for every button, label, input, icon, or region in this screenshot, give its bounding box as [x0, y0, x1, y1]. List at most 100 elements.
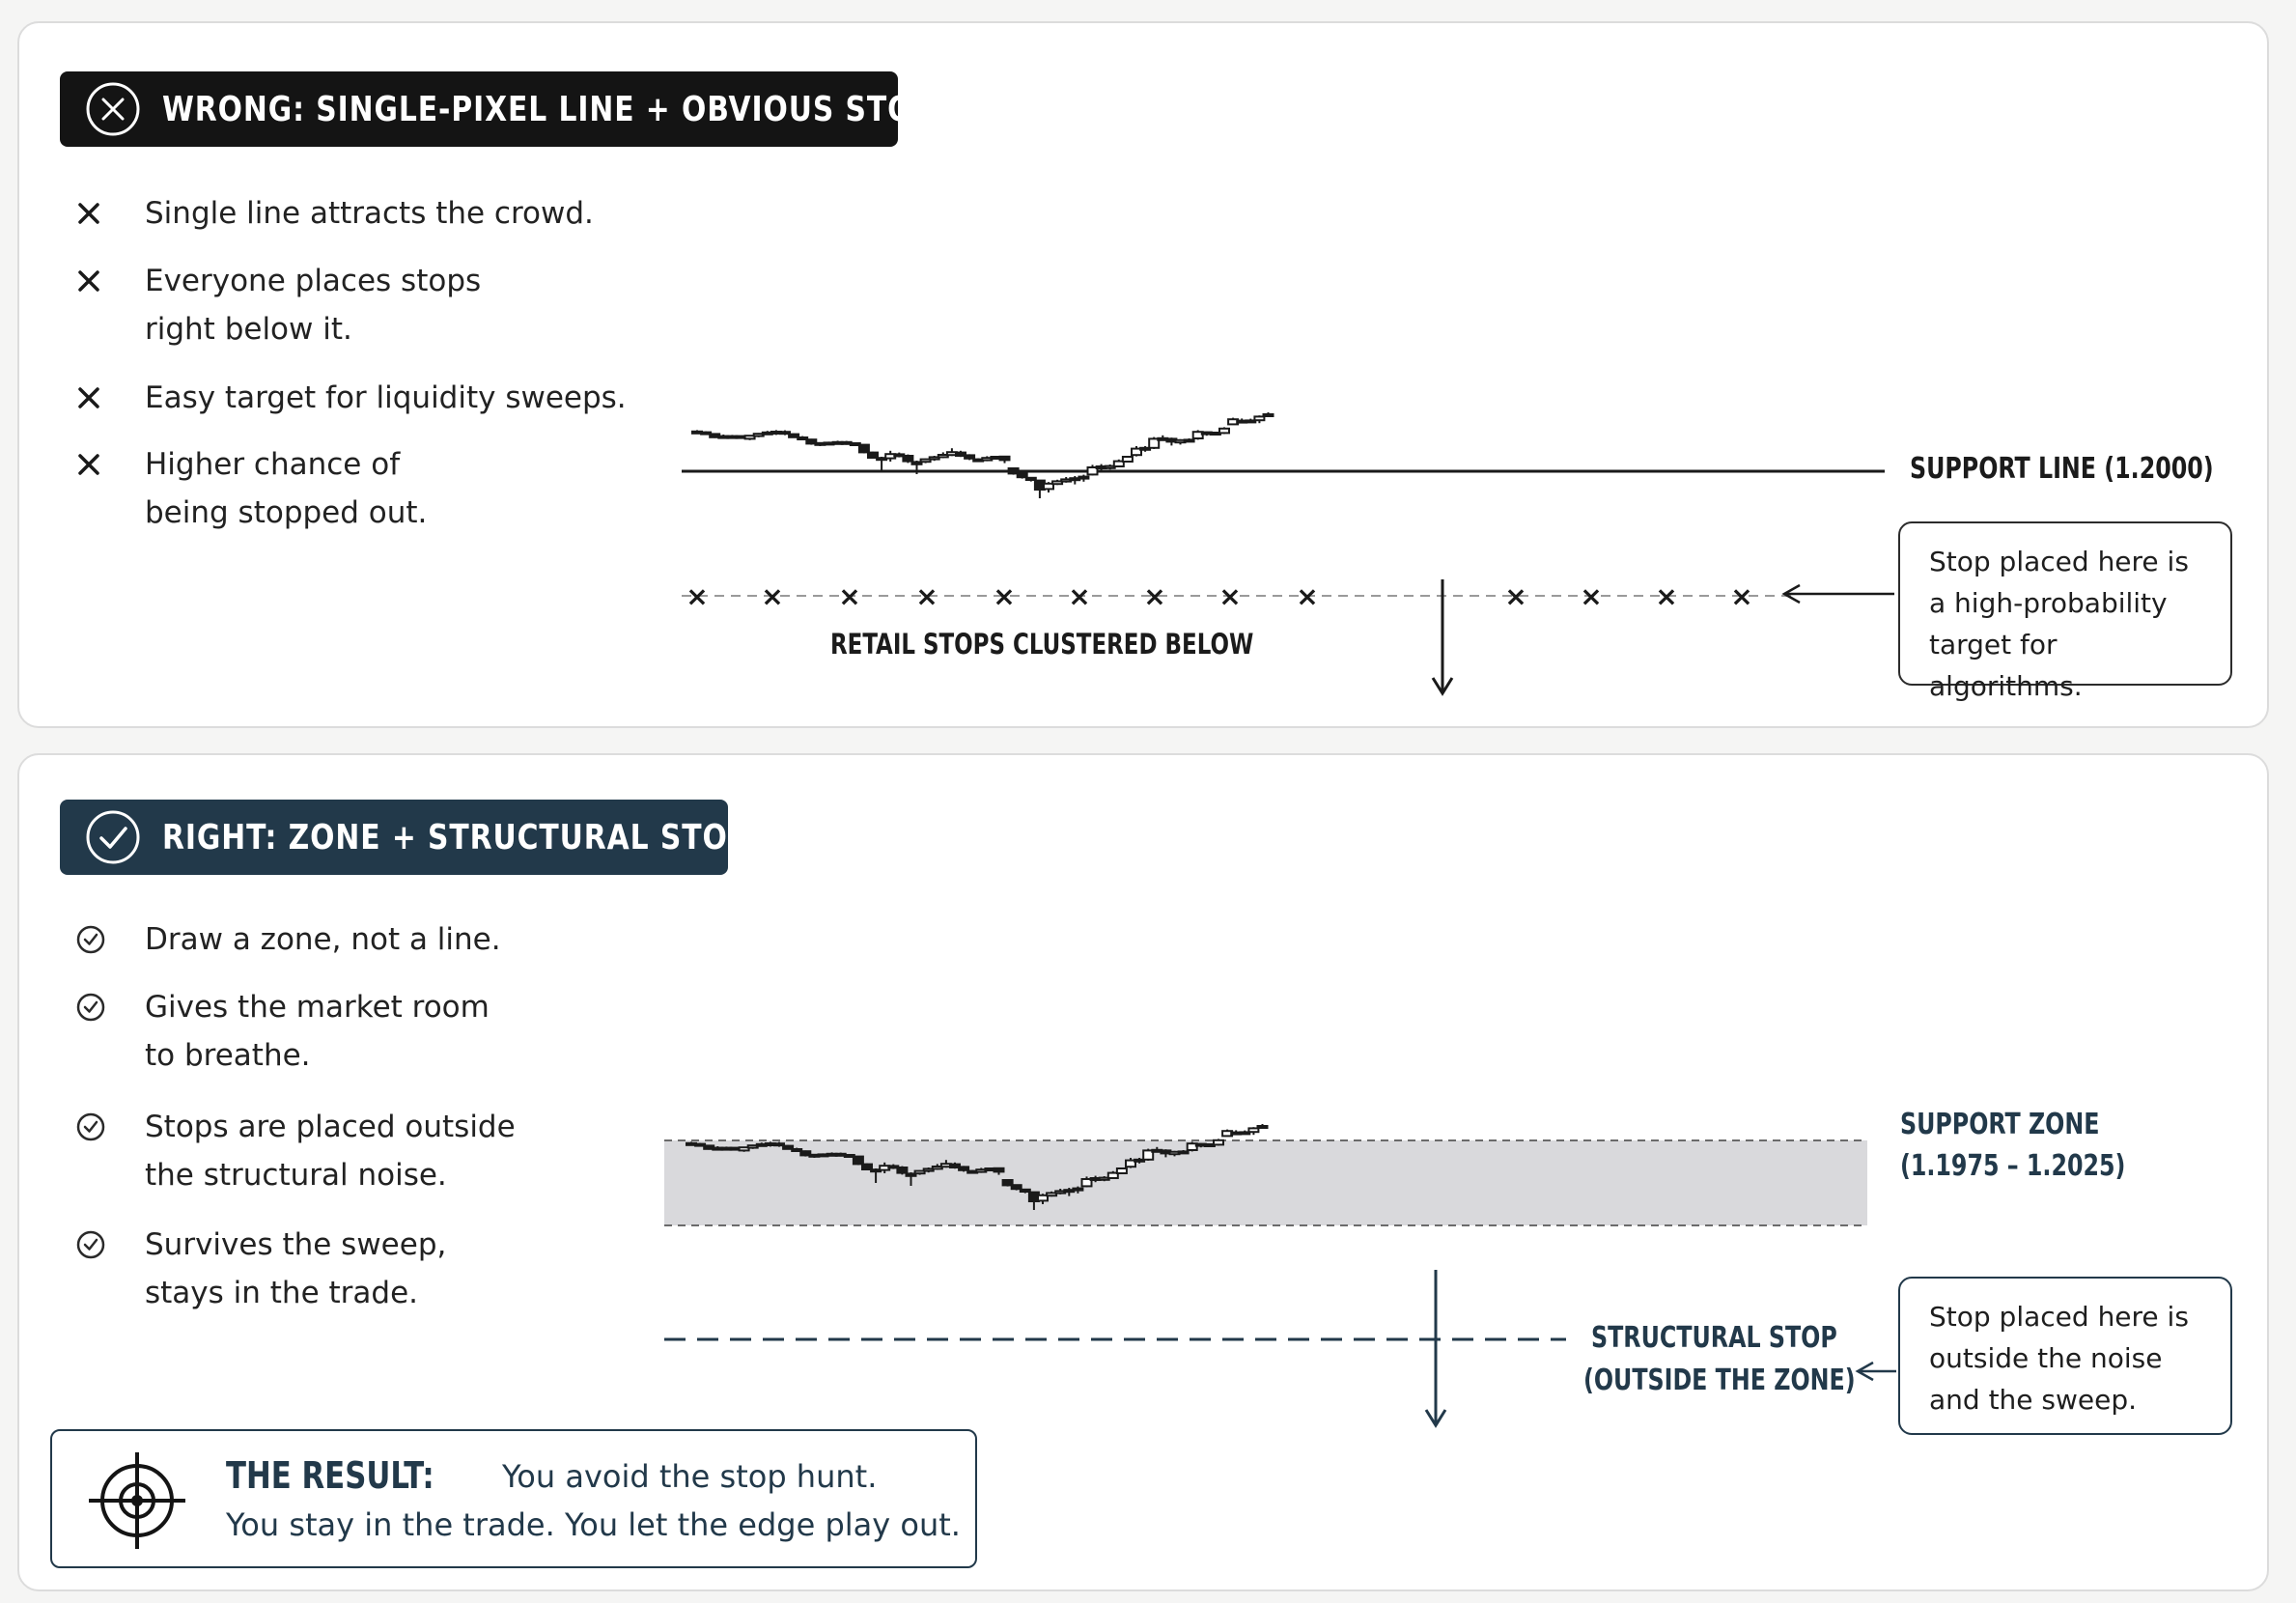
stop-marker: ×: [1218, 580, 1241, 612]
bullish-candle: [1142, 1149, 1155, 1161]
wrong-list-item: Single line attracts the crowd.: [75, 189, 686, 238]
bearish-candle: [910, 461, 923, 465]
wrong-item-text: Easy target for liquidity sweeps.: [145, 380, 627, 415]
bullish-candle: [913, 1169, 926, 1175]
bearish-candle: [791, 1148, 803, 1152]
sweep-arrowhead: [1431, 677, 1454, 696]
bearish-candle: [905, 1172, 917, 1177]
bearish-candle: [955, 451, 966, 458]
result-box: THE RESULT: You avoid the stop hunt. You…: [50, 1429, 977, 1568]
wrong-banner: WRONG: SINGLE-PIXEL LINE + OBVIOUS STOP: [60, 71, 934, 147]
right-banner: RIGHT: ZONE + STRUCTURAL STOP: [60, 800, 749, 875]
check-circle-small-icon: [75, 1103, 145, 1151]
result-heading: THE RESULT:: [226, 1454, 434, 1497]
right-list-item: Gives the market room to breathe.: [75, 983, 512, 1080]
bearish-candle: [1010, 1184, 1022, 1191]
right-callout: Stop placed here is outside the noise an…: [1898, 1277, 2232, 1435]
bullish-candle: [738, 1146, 750, 1152]
bearish-candle: [1134, 1158, 1146, 1163]
bullish-candle: [1148, 437, 1161, 449]
bearish-candle: [857, 443, 870, 454]
bullish-candle: [1051, 480, 1064, 486]
x-icon: [75, 374, 145, 422]
bullish-candle: [1245, 419, 1257, 424]
bearish-candle: [797, 436, 809, 440]
bearish-candle: [998, 455, 1011, 462]
bullish-candle: [1218, 427, 1230, 435]
bullish-candle: [922, 1167, 935, 1172]
bearish-candle: [773, 1142, 785, 1147]
right-banner-title: RIGHT: ZONE + STRUCTURAL STOP: [162, 817, 750, 858]
bullish-candle: [1106, 1171, 1119, 1180]
bearish-candle: [779, 431, 791, 436]
stop-marker: ×: [915, 580, 938, 612]
bullish-candle: [1046, 1192, 1058, 1197]
right-list-item: Draw a zone, not a line.: [75, 915, 686, 964]
bearish-candle: [867, 451, 879, 460]
right-item-text: Gives the market room to breathe.: [145, 990, 490, 1073]
bullish-candle: [1125, 1159, 1136, 1168]
bearish-candle: [799, 1150, 812, 1157]
stop-marker: ×: [1068, 580, 1090, 612]
stop-marker: ×: [1296, 580, 1318, 612]
check-circle-small-icon: [75, 1221, 145, 1269]
bullish-candle: [743, 435, 756, 440]
bullish-candle: [1112, 460, 1125, 468]
support-line-label: SUPPORT LINE (1.2000): [1910, 452, 2214, 486]
check-circle-small-icon: [75, 915, 145, 964]
stop-marker: ×: [761, 580, 783, 612]
wrong-item-text: Single line attracts the crowd.: [145, 196, 594, 231]
bullish-candle: [1078, 475, 1090, 480]
stop-marker: ×: [1730, 580, 1752, 612]
right-item-text: Survives the sweep, stays in the trade.: [145, 1227, 447, 1310]
result-line2: You stay in the trade. You let the edge …: [226, 1506, 961, 1543]
structural-stop-label: STRUCTURAL STOP: [1591, 1321, 1837, 1355]
bearish-candle: [1007, 467, 1020, 475]
bullish-candle: [1131, 447, 1142, 457]
support-zone-range: (1.1975 – 1.2025): [1900, 1149, 2126, 1183]
bullish-candle: [1256, 1125, 1269, 1129]
check-circle-icon: [86, 810, 140, 864]
retail-stops-label: RETAIL STOPS CLUSTERED BELOW: [830, 628, 1254, 661]
wrong-list-item: Easy target for liquidity sweeps.: [75, 374, 686, 422]
bullish-candle: [1262, 413, 1274, 417]
bearish-candle: [805, 438, 818, 445]
bearish-candle: [861, 1163, 873, 1171]
wrong-item-text: Higher chance of being stopped out.: [145, 447, 428, 530]
wrong-item-text: Everyone places stops right below it.: [145, 264, 482, 347]
callout-arrowhead: [1855, 1361, 1874, 1382]
stop-marker: ×: [1580, 580, 1602, 612]
bearish-candle: [1001, 1179, 1014, 1187]
stop-marker: ×: [1655, 580, 1677, 612]
support-zone-label: SUPPORT ZONE: [1900, 1108, 2100, 1141]
target-icon: [89, 1452, 185, 1549]
wrong-callout: Stop placed here is a high-probability t…: [1898, 521, 2232, 702]
bearish-candle: [902, 455, 914, 463]
x-icon: [75, 440, 145, 489]
bearish-candle: [964, 454, 976, 460]
bullish-candle: [1080, 1178, 1093, 1188]
sweep-arrowhead: [1424, 1409, 1447, 1428]
x-icon: [75, 257, 145, 305]
right-list-item: Stops are placed outside the structural …: [75, 1103, 531, 1199]
stop-marker: ×: [686, 580, 708, 612]
wrong-price-chart: × × × × × × × × × × × × ×: [682, 412, 1894, 696]
callout-arrowhead: [1781, 583, 1801, 605]
wrong-list-item: Everyone places stops right below it.: [75, 257, 492, 353]
bearish-candle: [896, 1167, 909, 1174]
stop-marker: ×: [993, 580, 1015, 612]
bullish-candle: [1253, 415, 1266, 422]
bearish-candle: [958, 1166, 970, 1171]
right-list-item: Survives the sweep, stays in the trade.: [75, 1221, 492, 1317]
x-icon: [75, 189, 145, 238]
bullish-candle: [1072, 1187, 1084, 1192]
structural-stop-sublabel: (OUTSIDE THE ZONE): [1583, 1364, 1856, 1397]
bearish-candle: [1019, 1188, 1031, 1193]
bullish-candle: [1121, 456, 1134, 463]
bullish-candle: [1043, 482, 1054, 491]
right-item-text: Stops are placed outside the structural …: [145, 1110, 516, 1193]
bearish-candle: [993, 1167, 1005, 1173]
stop-marker: ×: [1143, 580, 1165, 612]
bullish-candle: [1086, 466, 1099, 476]
bullish-candle: [928, 456, 940, 461]
